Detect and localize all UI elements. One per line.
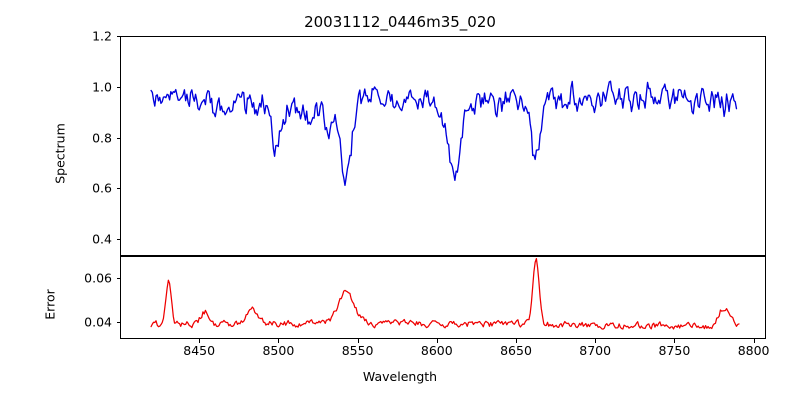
xtick-8600: [436, 339, 438, 343]
spectrum-yticklabel-1.2: 1.2: [92, 28, 112, 44]
error-yticklabel-0.04: 0.04: [84, 314, 112, 330]
xtick-8450: [199, 339, 201, 343]
spectrum-ytick-0.8: [116, 137, 120, 139]
spectrum-yticklabel-0.6: 0.6: [92, 180, 112, 196]
xticklabel-8550: 8550: [341, 343, 374, 358]
xtick-8750: [674, 339, 676, 343]
xticklabel-8450: 8450: [183, 343, 216, 358]
xaxis-label: Wavelength: [362, 369, 438, 384]
xtick-8800: [753, 339, 755, 343]
xticklabel-8700: 8700: [579, 343, 612, 358]
xtick-8500: [278, 339, 280, 343]
spectrum-ytick-0.6: [116, 188, 120, 190]
spectrum-ytick-0.4: [116, 239, 120, 241]
error-ytick-0.04: [116, 321, 120, 323]
spectrum-ytick-1.2: [116, 36, 120, 37]
error-ytick-0.06: [116, 278, 120, 280]
spectrum-ytick-1.0: [116, 86, 120, 88]
spectrum-line-series: [150, 80, 738, 187]
xticklabel-8500: 8500: [262, 343, 295, 358]
error-yaxis-label: Error: [42, 289, 58, 320]
xticklabel-8600: 8600: [420, 343, 453, 358]
xtick-8650: [516, 339, 517, 343]
xticklabel-8650: 8650: [500, 343, 532, 358]
error-plot-area: [120, 256, 766, 339]
spectrum-yaxis-label: Spectrum: [52, 123, 68, 184]
figure-title: 20031112_0446m35_020: [304, 13, 496, 31]
xtick-8700: [595, 339, 597, 343]
spectrum-yticklabel-1.0: 1.0: [92, 79, 112, 95]
xtick-8550: [357, 339, 359, 343]
spectrum-yticklabel-0.8: 0.8: [92, 130, 112, 146]
xticklabel-8750: 8750: [658, 343, 691, 358]
spectrum-yticklabel-0.4: 0.4: [92, 231, 112, 247]
error-yticklabel-0.06: 0.06: [84, 270, 112, 286]
error-line-series: [150, 258, 740, 330]
xticklabel-8800: 8800: [737, 343, 770, 358]
spectrum-plot-area: [120, 36, 766, 256]
